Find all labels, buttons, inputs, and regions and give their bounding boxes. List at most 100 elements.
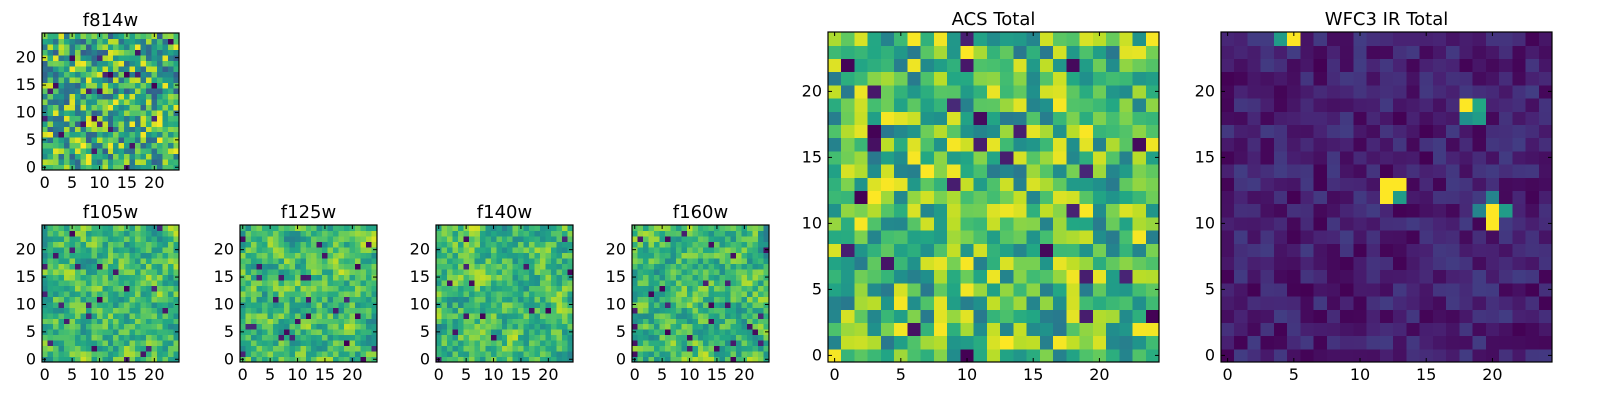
heatmap-cell bbox=[867, 84, 882, 99]
heatmap-cell bbox=[113, 159, 120, 166]
heatmap-cell bbox=[1326, 335, 1341, 350]
y-tick-label: 5 bbox=[26, 130, 36, 149]
heatmap-cell bbox=[151, 126, 158, 133]
heatmap-cell bbox=[463, 268, 470, 275]
heatmap-cell bbox=[113, 356, 120, 363]
heatmap-cell bbox=[349, 285, 356, 292]
heatmap-cell bbox=[973, 177, 988, 191]
heatmap-cell bbox=[1326, 58, 1341, 73]
heatmap-cell bbox=[1053, 322, 1067, 337]
heatmap-cell bbox=[490, 257, 497, 264]
heatmap-cell bbox=[1000, 269, 1014, 284]
heatmap-cell bbox=[854, 84, 869, 99]
heatmap-cell bbox=[1499, 348, 1513, 363]
heatmap-cell bbox=[637, 323, 644, 330]
heatmap-cell bbox=[894, 230, 909, 244]
heatmap-cell bbox=[102, 318, 109, 325]
heatmap-cell bbox=[52, 263, 60, 270]
heatmap-cell bbox=[496, 312, 503, 319]
heatmap-cell bbox=[741, 230, 748, 237]
heatmap-cell bbox=[1132, 71, 1147, 86]
heatmap-cell bbox=[135, 323, 142, 330]
heatmap-cell bbox=[1145, 71, 1160, 86]
heatmap-cell bbox=[747, 241, 754, 248]
heatmap-cell bbox=[1326, 32, 1341, 46]
heatmap-cell bbox=[1066, 164, 1081, 178]
heatmap-cell bbox=[659, 252, 666, 259]
axes-frame bbox=[631, 224, 770, 363]
heatmap-cell bbox=[485, 323, 492, 330]
heatmap-cell bbox=[675, 257, 682, 264]
heatmap-cell bbox=[300, 318, 307, 325]
heatmap-cell bbox=[637, 318, 644, 325]
heatmap-cell bbox=[747, 334, 754, 341]
heatmap-cell bbox=[1499, 150, 1513, 165]
heatmap-cell bbox=[91, 54, 98, 61]
heatmap-cell bbox=[1446, 256, 1460, 271]
heatmap-cell bbox=[278, 318, 285, 325]
heatmap-cell bbox=[642, 252, 650, 259]
heatmap-cell bbox=[741, 329, 748, 336]
heatmap-cell bbox=[468, 279, 475, 286]
heatmap-cell bbox=[747, 285, 754, 292]
heatmap-cell bbox=[664, 263, 671, 270]
heatmap-cell bbox=[692, 345, 699, 352]
heatmap-cell bbox=[518, 301, 525, 308]
heatmap-cell bbox=[344, 263, 351, 270]
heatmap-cell bbox=[124, 153, 131, 160]
heatmap-cell bbox=[960, 243, 975, 257]
heatmap-cell bbox=[74, 312, 81, 319]
heatmap-cell bbox=[747, 345, 754, 352]
heatmap-cell bbox=[567, 296, 574, 303]
heatmap-cell bbox=[250, 263, 258, 270]
heatmap-cell bbox=[58, 65, 65, 72]
heatmap-cell bbox=[1406, 164, 1421, 178]
heatmap-cell bbox=[1287, 322, 1302, 337]
heatmap-cell bbox=[703, 225, 710, 232]
heatmap-cell bbox=[1221, 84, 1235, 99]
heatmap-cell bbox=[91, 257, 98, 264]
heatmap-cell bbox=[151, 104, 158, 111]
heatmap-cell bbox=[1353, 348, 1368, 363]
heatmap-cell bbox=[52, 334, 60, 341]
heatmap-cell bbox=[1066, 111, 1081, 125]
heatmap-cell bbox=[479, 268, 486, 275]
heatmap-cell bbox=[659, 257, 666, 264]
heatmap-cell bbox=[113, 263, 120, 270]
heatmap-cell bbox=[355, 340, 362, 347]
heatmap-cell bbox=[140, 279, 147, 286]
heatmap-cell bbox=[841, 45, 856, 59]
heatmap-cell bbox=[474, 301, 481, 308]
heatmap-cell bbox=[157, 49, 164, 56]
heatmap-cell bbox=[371, 345, 378, 352]
heatmap-cell bbox=[1247, 335, 1262, 350]
heatmap-cell bbox=[333, 301, 340, 308]
heatmap-cell bbox=[973, 216, 988, 231]
heatmap-cell bbox=[670, 351, 677, 358]
heatmap-cell bbox=[556, 307, 563, 314]
heatmap-cell bbox=[74, 60, 81, 67]
heatmap-cell bbox=[107, 329, 114, 336]
heatmap-cell bbox=[894, 111, 909, 125]
heatmap-cell bbox=[841, 335, 856, 350]
heatmap-cell bbox=[457, 279, 464, 286]
heatmap-cell bbox=[338, 351, 345, 358]
heatmap-cell bbox=[468, 323, 475, 330]
heatmap-cell bbox=[1132, 58, 1147, 73]
heatmap-cell bbox=[1145, 243, 1160, 257]
heatmap-cell bbox=[146, 301, 153, 308]
heatmap-cell bbox=[973, 32, 988, 46]
heatmap-cell bbox=[741, 323, 748, 330]
heatmap-cell bbox=[1379, 348, 1394, 363]
heatmap-cell bbox=[1326, 230, 1341, 244]
heatmap-cell bbox=[1446, 71, 1460, 86]
heatmap-cell bbox=[1512, 150, 1527, 165]
heatmap-cell bbox=[490, 285, 497, 292]
heatmap-cell bbox=[283, 230, 290, 237]
heatmap-cell bbox=[47, 131, 54, 138]
heatmap-cell bbox=[1538, 282, 1553, 297]
heatmap-cell bbox=[157, 252, 164, 259]
heatmap-cell bbox=[140, 252, 147, 259]
heatmap-cell bbox=[1247, 137, 1262, 152]
heatmap-cell bbox=[551, 241, 558, 248]
